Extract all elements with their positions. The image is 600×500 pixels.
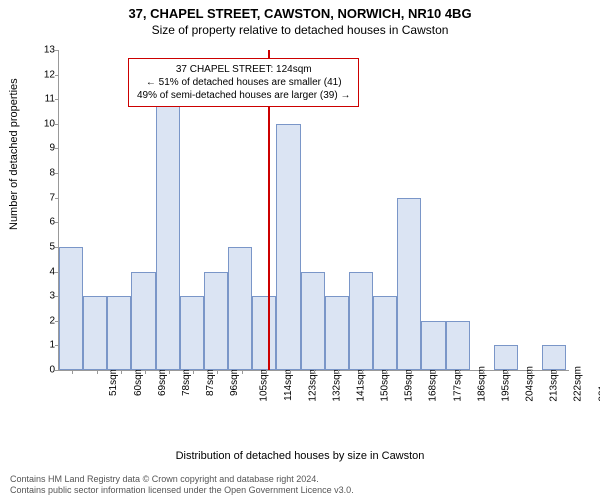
footer: Contains HM Land Registry data © Crown c… — [10, 474, 354, 496]
x-tick-label: 51sqm — [106, 366, 119, 396]
info-box: 37 CHAPEL STREET: 124sqm ← 51% of detach… — [128, 58, 359, 107]
y-tick-mark — [55, 75, 59, 76]
y-tick-mark — [55, 148, 59, 149]
histogram-bar — [325, 296, 349, 370]
histogram-bar — [446, 321, 470, 370]
x-tick-mark — [193, 370, 194, 374]
x-tick-label: 114sqm — [280, 366, 293, 401]
x-tick-label: 96sqm — [227, 366, 240, 396]
x-tick-label: 213sqm — [547, 366, 560, 402]
page-title: 37, CHAPEL STREET, CAWSTON, NORWICH, NR1… — [0, 0, 600, 21]
x-tick-label: 177sqm — [450, 366, 463, 402]
x-tick-mark — [72, 370, 73, 374]
histogram-bar — [421, 321, 445, 370]
histogram-bar — [542, 345, 566, 370]
histogram-bar — [180, 296, 204, 370]
x-tick-label: 159sqm — [402, 366, 415, 402]
x-tick-mark — [459, 370, 460, 374]
x-tick-mark — [266, 370, 267, 374]
x-tick-label: 186sqm — [474, 366, 487, 402]
x-tick-label: 222sqm — [571, 366, 584, 402]
x-tick-label: 195sqm — [499, 366, 512, 402]
x-tick-label: 78sqm — [179, 366, 192, 396]
x-tick-mark — [145, 370, 146, 374]
x-tick-mark — [411, 370, 412, 374]
histogram-bar — [494, 345, 518, 370]
y-tick-mark — [55, 222, 59, 223]
histogram-bar — [373, 296, 397, 370]
histogram-bar — [107, 296, 131, 370]
x-axis-label: Distribution of detached houses by size … — [0, 450, 600, 462]
x-tick-mark — [217, 370, 218, 374]
footer-line-2: Contains public sector information licen… — [10, 485, 354, 496]
info-line-2: ← 51% of detached houses are smaller (41… — [137, 76, 350, 89]
x-tick-mark — [531, 370, 532, 374]
x-tick-label: 60sqm — [131, 366, 144, 396]
x-tick-mark — [242, 370, 243, 374]
x-tick-mark — [121, 370, 122, 374]
x-tick-label: 132sqm — [329, 366, 342, 402]
x-tick-mark — [556, 370, 557, 374]
x-tick-label: 168sqm — [426, 366, 439, 402]
x-tick-label: 87sqm — [203, 366, 216, 396]
histogram-bar — [276, 124, 300, 370]
histogram-bar — [131, 272, 155, 370]
x-tick-label: 204sqm — [523, 366, 536, 402]
histogram-bar — [349, 272, 373, 370]
y-tick-mark — [55, 198, 59, 199]
histogram-bar — [252, 296, 276, 370]
y-tick-mark — [55, 50, 59, 51]
footer-line-1: Contains HM Land Registry data © Crown c… — [10, 474, 354, 485]
histogram-bar — [59, 247, 83, 370]
x-tick-mark — [386, 370, 387, 374]
x-tick-mark — [290, 370, 291, 374]
x-tick-mark — [169, 370, 170, 374]
x-tick-label: 150sqm — [378, 366, 391, 402]
y-tick-mark — [55, 99, 59, 100]
info-line-1: 37 CHAPEL STREET: 124sqm — [137, 63, 350, 76]
y-tick-mark — [55, 124, 59, 125]
histogram-bar — [83, 296, 107, 370]
page-subtitle: Size of property relative to detached ho… — [0, 21, 600, 41]
x-tick-mark — [97, 370, 98, 374]
histogram-bar — [156, 99, 180, 370]
y-tick-mark — [55, 370, 59, 371]
x-tick-mark — [507, 370, 508, 374]
histogram-bar — [397, 198, 421, 370]
y-axis-label: Number of detached properties — [8, 78, 20, 230]
x-tick-label: 69sqm — [155, 366, 168, 396]
x-tick-label: 141sqm — [354, 366, 367, 402]
histogram-bar — [204, 272, 228, 370]
info-line-3: 49% of semi-detached houses are larger (… — [137, 89, 350, 102]
x-tick-mark — [435, 370, 436, 374]
x-tick-mark — [338, 370, 339, 374]
x-tick-label: 123sqm — [305, 366, 318, 402]
x-tick-label: 231sqm — [595, 366, 600, 402]
y-tick-mark — [55, 173, 59, 174]
histogram-bar — [301, 272, 325, 370]
x-tick-mark — [362, 370, 363, 374]
x-tick-mark — [314, 370, 315, 374]
x-tick-label: 105sqm — [257, 366, 270, 402]
x-tick-mark — [483, 370, 484, 374]
histogram-bar — [228, 247, 252, 370]
